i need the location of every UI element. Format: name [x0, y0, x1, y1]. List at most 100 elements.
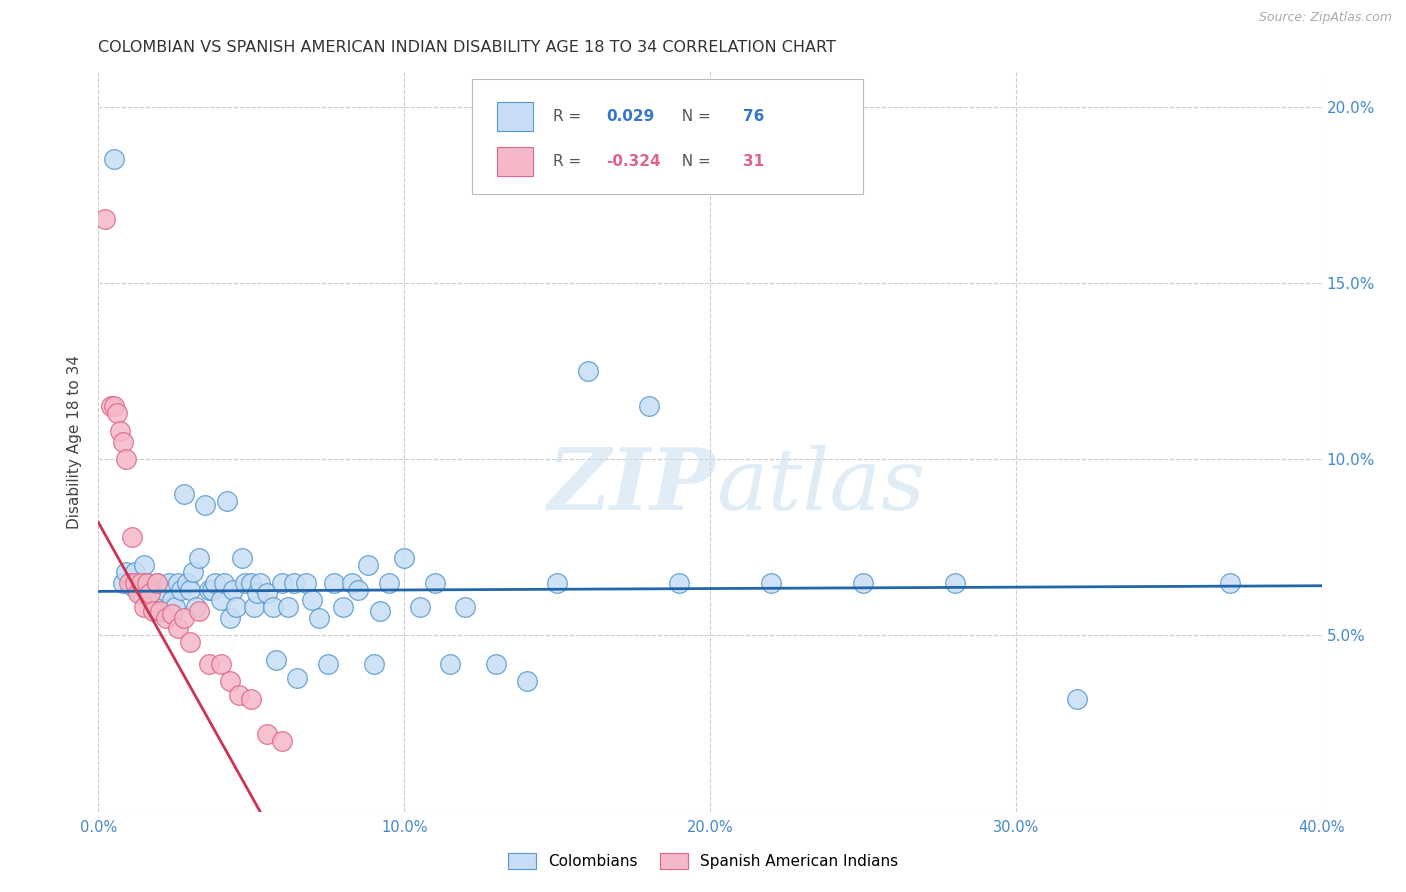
Point: [139, 586, 162, 600]
Point: [332, 600, 354, 615]
Point: [243, 600, 266, 615]
Y-axis label: Disability Age 18 to 34: Disability Age 18 to 34: [67, 354, 83, 529]
Point: [270, 734, 292, 748]
Point: [439, 657, 461, 671]
Legend: Colombians, Spanish American Indians: Colombians, Spanish American Indians: [502, 847, 904, 875]
Text: 0.029: 0.029: [606, 109, 654, 124]
Point: [118, 575, 141, 590]
Point: [219, 611, 242, 625]
Point: [264, 653, 287, 667]
Point: [127, 586, 149, 600]
Point: [356, 558, 378, 572]
Point: [129, 575, 152, 590]
Point: [100, 399, 122, 413]
Point: [368, 604, 391, 618]
Point: [516, 674, 538, 689]
Point: [115, 565, 138, 579]
Point: [179, 635, 201, 649]
Point: [249, 575, 271, 590]
Point: [176, 575, 198, 590]
Text: R =: R =: [554, 153, 586, 169]
Point: [222, 582, 245, 597]
Point: [454, 600, 477, 615]
Point: [186, 600, 208, 615]
Text: R =: R =: [554, 109, 586, 124]
Point: [301, 593, 323, 607]
Point: [347, 582, 370, 597]
Point: [188, 604, 211, 618]
Point: [943, 575, 966, 590]
Point: [392, 550, 416, 565]
Point: [225, 600, 247, 615]
Point: [322, 575, 344, 590]
Text: N =: N =: [672, 109, 716, 124]
FancyBboxPatch shape: [498, 102, 533, 131]
Point: [149, 604, 172, 618]
Text: 0.0%: 0.0%: [80, 820, 117, 835]
Point: [197, 657, 219, 671]
Point: [233, 575, 256, 590]
Point: [134, 600, 156, 615]
Point: [285, 671, 308, 685]
Point: [105, 406, 128, 420]
Point: [197, 582, 219, 597]
Point: [142, 600, 165, 615]
Text: 10.0%: 10.0%: [381, 820, 427, 835]
Point: [160, 607, 183, 622]
Point: [212, 575, 235, 590]
Point: [121, 530, 143, 544]
Point: [93, 212, 115, 227]
Point: [121, 579, 143, 593]
Point: [167, 575, 190, 590]
Point: [115, 452, 138, 467]
Point: [181, 565, 204, 579]
Text: 31: 31: [742, 153, 765, 169]
Point: [200, 582, 222, 597]
Point: [246, 586, 269, 600]
Point: [142, 604, 165, 618]
Text: 30.0%: 30.0%: [993, 820, 1039, 835]
Point: [194, 498, 217, 512]
Point: [188, 550, 211, 565]
Point: [277, 600, 299, 615]
Point: [423, 575, 446, 590]
Point: [124, 565, 146, 579]
Point: [136, 575, 159, 590]
Point: [111, 575, 134, 590]
Text: N =: N =: [672, 153, 716, 169]
Point: [108, 424, 131, 438]
Point: [209, 593, 232, 607]
Text: COLOMBIAN VS SPANISH AMERICAN INDIAN DISABILITY AGE 18 TO 34 CORRELATION CHART: COLOMBIAN VS SPANISH AMERICAN INDIAN DIS…: [98, 40, 837, 55]
Point: [139, 582, 162, 597]
Point: [316, 657, 339, 671]
Point: [1066, 692, 1088, 706]
Point: [155, 611, 177, 625]
Point: [270, 575, 292, 590]
Point: [155, 604, 177, 618]
Point: [308, 611, 330, 625]
Point: [145, 575, 167, 590]
Point: [173, 611, 195, 625]
Point: [546, 575, 568, 590]
Point: [668, 575, 690, 590]
Point: [378, 575, 401, 590]
Point: [145, 575, 167, 590]
Text: -0.324: -0.324: [606, 153, 661, 169]
FancyBboxPatch shape: [471, 78, 863, 194]
Text: atlas: atlas: [716, 444, 925, 527]
Text: Source: ZipAtlas.com: Source: ZipAtlas.com: [1258, 11, 1392, 24]
Point: [152, 582, 174, 597]
Point: [240, 692, 263, 706]
Point: [283, 575, 305, 590]
Point: [852, 575, 875, 590]
Point: [342, 575, 364, 590]
FancyBboxPatch shape: [498, 147, 533, 176]
Point: [485, 657, 508, 671]
Point: [124, 575, 146, 590]
Text: 40.0%: 40.0%: [1298, 820, 1346, 835]
Point: [256, 586, 278, 600]
Point: [637, 399, 661, 413]
Point: [576, 364, 599, 378]
Point: [219, 674, 242, 689]
Text: ZIP: ZIP: [548, 444, 716, 528]
